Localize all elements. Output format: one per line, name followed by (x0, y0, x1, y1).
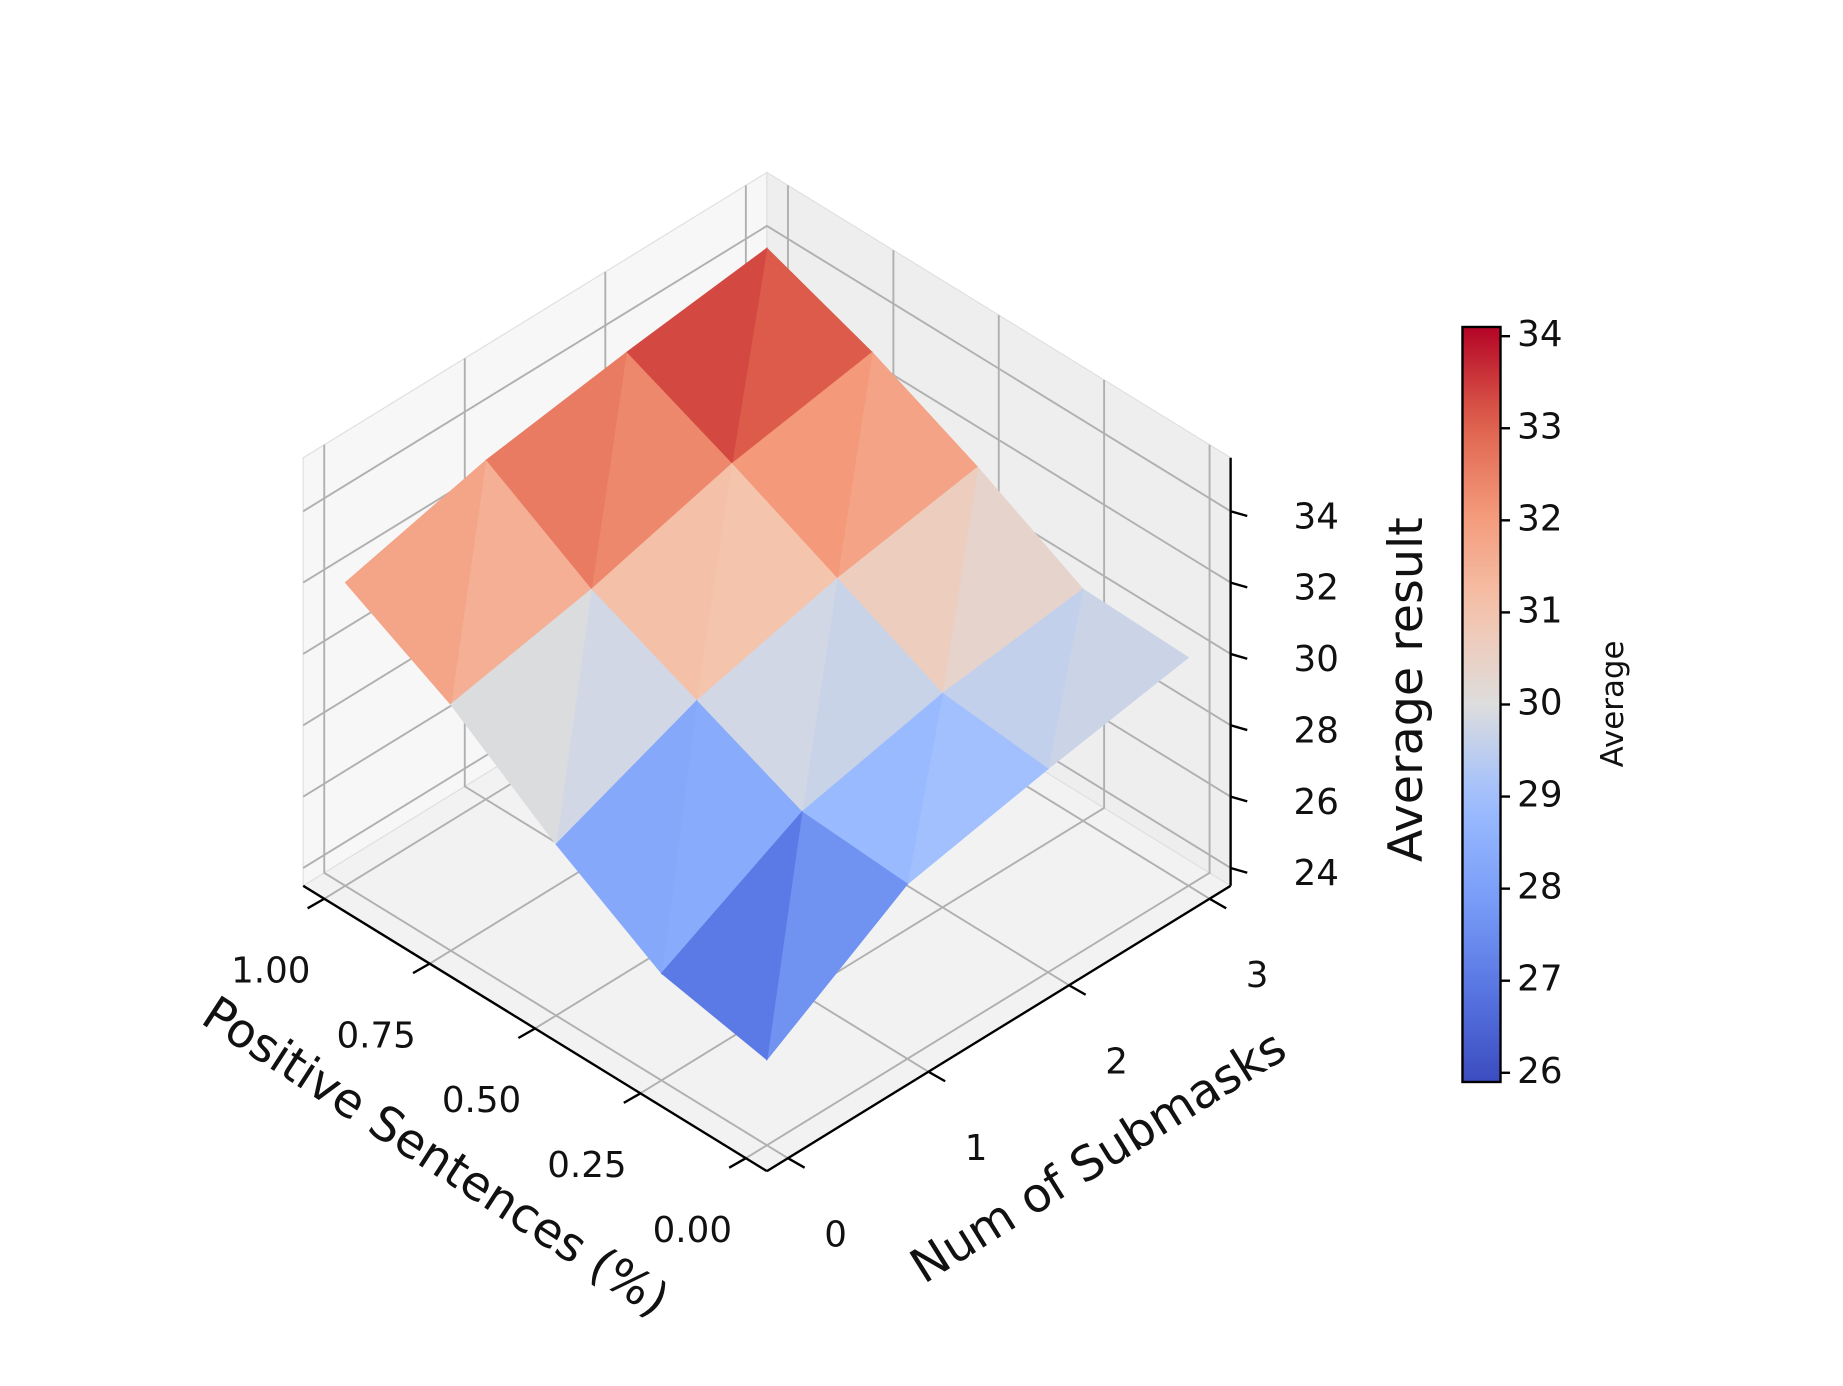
x-tick (412, 962, 431, 975)
z-tick (1230, 724, 1248, 732)
z-tick (1230, 510, 1248, 518)
z-tick-label: 24 (1294, 853, 1339, 894)
surface-facet (450, 588, 592, 846)
y-tick-label: 3 (1246, 955, 1269, 996)
colorbar-tick-label: 30 (1517, 682, 1562, 723)
surface-facet (344, 459, 487, 706)
y-axis-line (766, 884, 1232, 1173)
y-grid-line (323, 444, 789, 1160)
y-axis-label: Num of Submasks (901, 1020, 1296, 1295)
z-tick-label: 32 (1294, 568, 1339, 609)
colorbar-tick-label: 28 (1517, 867, 1562, 908)
z-tick-label: 30 (1294, 639, 1339, 680)
colorbar-tick-label: 33 (1517, 406, 1562, 447)
z-tick-label: 34 (1294, 496, 1339, 537)
x-tick-label: 0.25 (547, 1145, 626, 1186)
z-axis-label: Average result (1379, 517, 1434, 862)
y-tick-label: 1 (965, 1128, 988, 1169)
colorbar-tick-label: 26 (1517, 1051, 1562, 1092)
colorbar-tick-label: 32 (1517, 498, 1562, 539)
z-tick (1230, 866, 1248, 874)
x-tick-label: 0.00 (653, 1210, 732, 1251)
z-tick-label: 26 (1294, 782, 1339, 823)
z-tick (1230, 652, 1248, 660)
y-tick-label: 0 (824, 1215, 847, 1256)
z-tick (1230, 795, 1248, 803)
colorbar (1461, 325, 1502, 1084)
y-tick (787, 1157, 806, 1169)
x-tick (517, 1027, 536, 1040)
z-grid-line (302, 224, 1232, 513)
y-tick-label: 2 (1105, 1042, 1128, 1083)
z-tick-label: 28 (1294, 710, 1339, 751)
x-grid-line (745, 444, 1211, 1160)
x-tick (728, 1157, 747, 1169)
y-tick (1208, 897, 1227, 910)
x-tick (623, 1092, 642, 1104)
colorbar-tick-label: 29 (1517, 775, 1562, 816)
plot-area: 0.00 0.25 0.50 0.75 1.00 0 1 2 3 24 26 28 30 32 34 26 27… (192, 171, 1631, 1328)
colorbar-tick-label: 34 (1517, 314, 1562, 355)
colorbar-label: Average (1595, 640, 1631, 767)
colorbar-tick-label: 27 (1517, 959, 1562, 1000)
x-tick (307, 897, 325, 910)
y-tick (1068, 984, 1087, 996)
surface-facet (660, 810, 803, 1061)
x-tick-label: 1.00 (231, 950, 310, 991)
x-tick-label: 0.50 (442, 1080, 521, 1121)
x-tick-label: 0.75 (336, 1015, 415, 1056)
surface-facet (555, 699, 698, 975)
colorbar-tick-label: 31 (1517, 590, 1562, 631)
y-tick (927, 1070, 946, 1083)
z-tick (1230, 581, 1248, 589)
